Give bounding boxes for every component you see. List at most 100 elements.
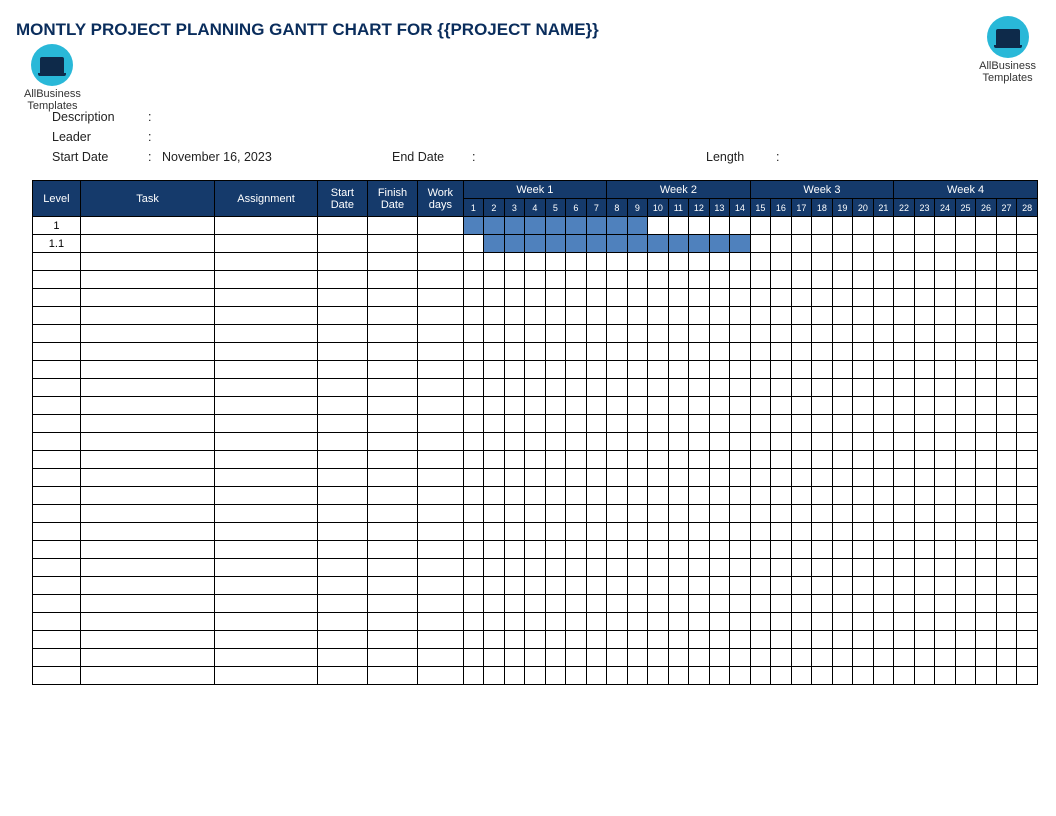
gantt-cell[interactable]	[689, 433, 710, 451]
gantt-cell[interactable]	[996, 631, 1017, 649]
gantt-cell[interactable]	[484, 649, 505, 667]
cell-level[interactable]	[33, 523, 81, 541]
gantt-cell[interactable]	[791, 559, 812, 577]
cell-workdays[interactable]	[418, 217, 464, 235]
gantt-cell[interactable]	[586, 577, 607, 595]
gantt-cell[interactable]	[607, 433, 628, 451]
cell-assignment[interactable]	[215, 667, 318, 685]
gantt-cell[interactable]	[996, 415, 1017, 433]
gantt-cell[interactable]	[914, 505, 935, 523]
gantt-cell[interactable]	[586, 289, 607, 307]
cell-task[interactable]	[80, 271, 214, 289]
gantt-cell[interactable]	[812, 415, 833, 433]
gantt-cell[interactable]	[996, 541, 1017, 559]
cell-finishdate[interactable]	[367, 415, 417, 433]
gantt-cell[interactable]	[1017, 433, 1038, 451]
gantt-cell[interactable]	[627, 541, 648, 559]
gantt-cell[interactable]	[689, 217, 710, 235]
gantt-cell[interactable]	[668, 667, 689, 685]
cell-level[interactable]	[33, 253, 81, 271]
gantt-cell[interactable]	[463, 253, 484, 271]
gantt-cell[interactable]	[504, 253, 525, 271]
gantt-cell[interactable]	[976, 343, 997, 361]
cell-assignment[interactable]	[215, 649, 318, 667]
gantt-cell[interactable]	[853, 451, 874, 469]
gantt-cell[interactable]	[730, 307, 751, 325]
gantt-cell[interactable]	[709, 469, 730, 487]
gantt-cell[interactable]	[484, 415, 505, 433]
gantt-cell[interactable]	[484, 253, 505, 271]
cell-startdate[interactable]	[317, 433, 367, 451]
gantt-cell[interactable]	[1017, 343, 1038, 361]
gantt-cell[interactable]	[914, 577, 935, 595]
gantt-cell[interactable]	[812, 649, 833, 667]
gantt-cell[interactable]	[689, 415, 710, 433]
gantt-cell[interactable]	[545, 487, 566, 505]
gantt-cell[interactable]	[812, 577, 833, 595]
gantt-cell[interactable]	[976, 415, 997, 433]
gantt-cell[interactable]	[648, 235, 669, 253]
gantt-cell[interactable]	[935, 217, 956, 235]
cell-task[interactable]	[80, 397, 214, 415]
gantt-cell[interactable]	[463, 397, 484, 415]
gantt-cell[interactable]	[627, 343, 648, 361]
cell-finishdate[interactable]	[367, 595, 417, 613]
cell-task[interactable]	[80, 541, 214, 559]
gantt-cell[interactable]	[607, 217, 628, 235]
gantt-cell[interactable]	[525, 451, 546, 469]
gantt-cell[interactable]	[996, 253, 1017, 271]
gantt-cell[interactable]	[1017, 469, 1038, 487]
gantt-cell[interactable]	[832, 289, 853, 307]
gantt-cell[interactable]	[771, 577, 792, 595]
gantt-cell[interactable]	[566, 289, 587, 307]
cell-level[interactable]: 1.1	[33, 235, 81, 253]
gantt-cell[interactable]	[812, 307, 833, 325]
gantt-cell[interactable]	[730, 271, 751, 289]
gantt-cell[interactable]	[525, 595, 546, 613]
gantt-cell[interactable]	[791, 595, 812, 613]
gantt-cell[interactable]	[750, 541, 771, 559]
gantt-cell[interactable]	[914, 487, 935, 505]
gantt-cell[interactable]	[586, 505, 607, 523]
gantt-cell[interactable]	[607, 559, 628, 577]
gantt-cell[interactable]	[812, 271, 833, 289]
gantt-cell[interactable]	[791, 667, 812, 685]
gantt-cell[interactable]	[525, 271, 546, 289]
gantt-cell[interactable]	[750, 253, 771, 271]
gantt-cell[interactable]	[566, 649, 587, 667]
gantt-cell[interactable]	[689, 649, 710, 667]
cell-startdate[interactable]	[317, 253, 367, 271]
gantt-cell[interactable]	[689, 343, 710, 361]
gantt-cell[interactable]	[586, 469, 607, 487]
gantt-cell[interactable]	[935, 235, 956, 253]
gantt-cell[interactable]	[1017, 379, 1038, 397]
gantt-cell[interactable]	[668, 595, 689, 613]
gantt-cell[interactable]	[689, 487, 710, 505]
cell-level[interactable]	[33, 469, 81, 487]
gantt-cell[interactable]	[709, 505, 730, 523]
gantt-cell[interactable]	[668, 631, 689, 649]
gantt-cell[interactable]	[668, 325, 689, 343]
cell-workdays[interactable]	[418, 577, 464, 595]
gantt-cell[interactable]	[730, 325, 751, 343]
gantt-cell[interactable]	[463, 433, 484, 451]
gantt-cell[interactable]	[709, 253, 730, 271]
gantt-cell[interactable]	[689, 361, 710, 379]
cell-level[interactable]	[33, 577, 81, 595]
gantt-cell[interactable]	[484, 541, 505, 559]
gantt-cell[interactable]	[730, 253, 751, 271]
gantt-cell[interactable]	[525, 307, 546, 325]
gantt-cell[interactable]	[484, 487, 505, 505]
gantt-cell[interactable]	[771, 559, 792, 577]
gantt-cell[interactable]	[894, 667, 915, 685]
gantt-cell[interactable]	[894, 451, 915, 469]
gantt-cell[interactable]	[750, 613, 771, 631]
cell-finishdate[interactable]	[367, 451, 417, 469]
gantt-cell[interactable]	[976, 505, 997, 523]
gantt-cell[interactable]	[566, 433, 587, 451]
gantt-cell[interactable]	[566, 523, 587, 541]
gantt-cell[interactable]	[525, 289, 546, 307]
gantt-cell[interactable]	[935, 541, 956, 559]
gantt-cell[interactable]	[709, 235, 730, 253]
gantt-cell[interactable]	[648, 271, 669, 289]
